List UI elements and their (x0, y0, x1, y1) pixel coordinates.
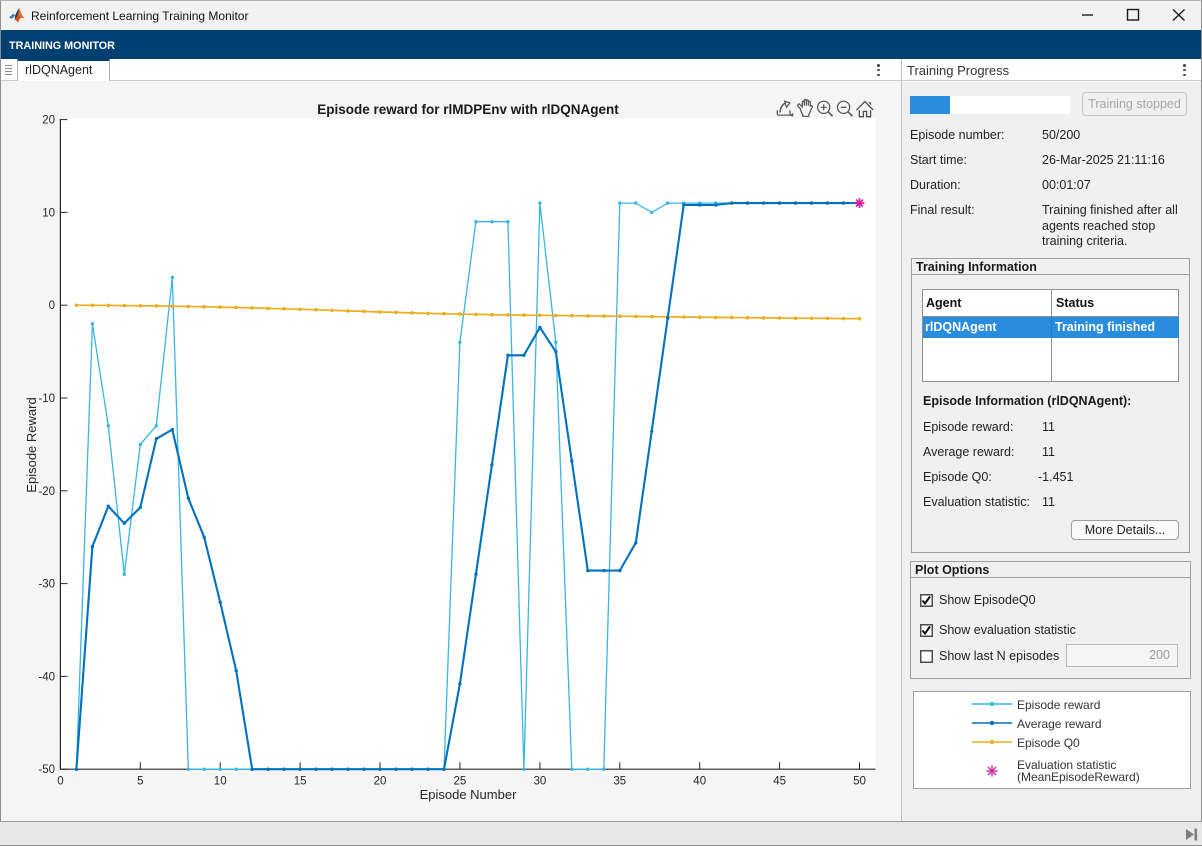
svg-text:-20: -20 (38, 486, 55, 498)
svg-text:Episode reward for rlMDPEnv wi: Episode reward for rlMDPEnv with rlDQNAg… (317, 102, 619, 117)
svg-text:20: 20 (42, 115, 55, 127)
svg-text:45: 45 (773, 776, 786, 788)
svg-text:20: 20 (374, 776, 387, 788)
svg-text:Episode Reward: Episode Reward (24, 397, 39, 492)
svg-text:-30: -30 (38, 579, 55, 591)
svg-text:40: 40 (693, 776, 706, 788)
svg-text:Episode Number: Episode Number (420, 787, 517, 802)
svg-text:10: 10 (214, 776, 227, 788)
svg-text:0: 0 (57, 776, 63, 788)
svg-text:-40: -40 (38, 671, 55, 683)
svg-text:35: 35 (613, 776, 626, 788)
svg-text:-50: -50 (38, 764, 55, 776)
svg-text:50: 50 (853, 776, 866, 788)
svg-text:25: 25 (454, 776, 467, 788)
svg-text:0: 0 (49, 300, 55, 312)
svg-text:5: 5 (137, 776, 143, 788)
svg-text:30: 30 (534, 776, 547, 788)
svg-text:10: 10 (42, 207, 55, 219)
svg-text:-10: -10 (38, 393, 55, 405)
svg-text:15: 15 (294, 776, 307, 788)
